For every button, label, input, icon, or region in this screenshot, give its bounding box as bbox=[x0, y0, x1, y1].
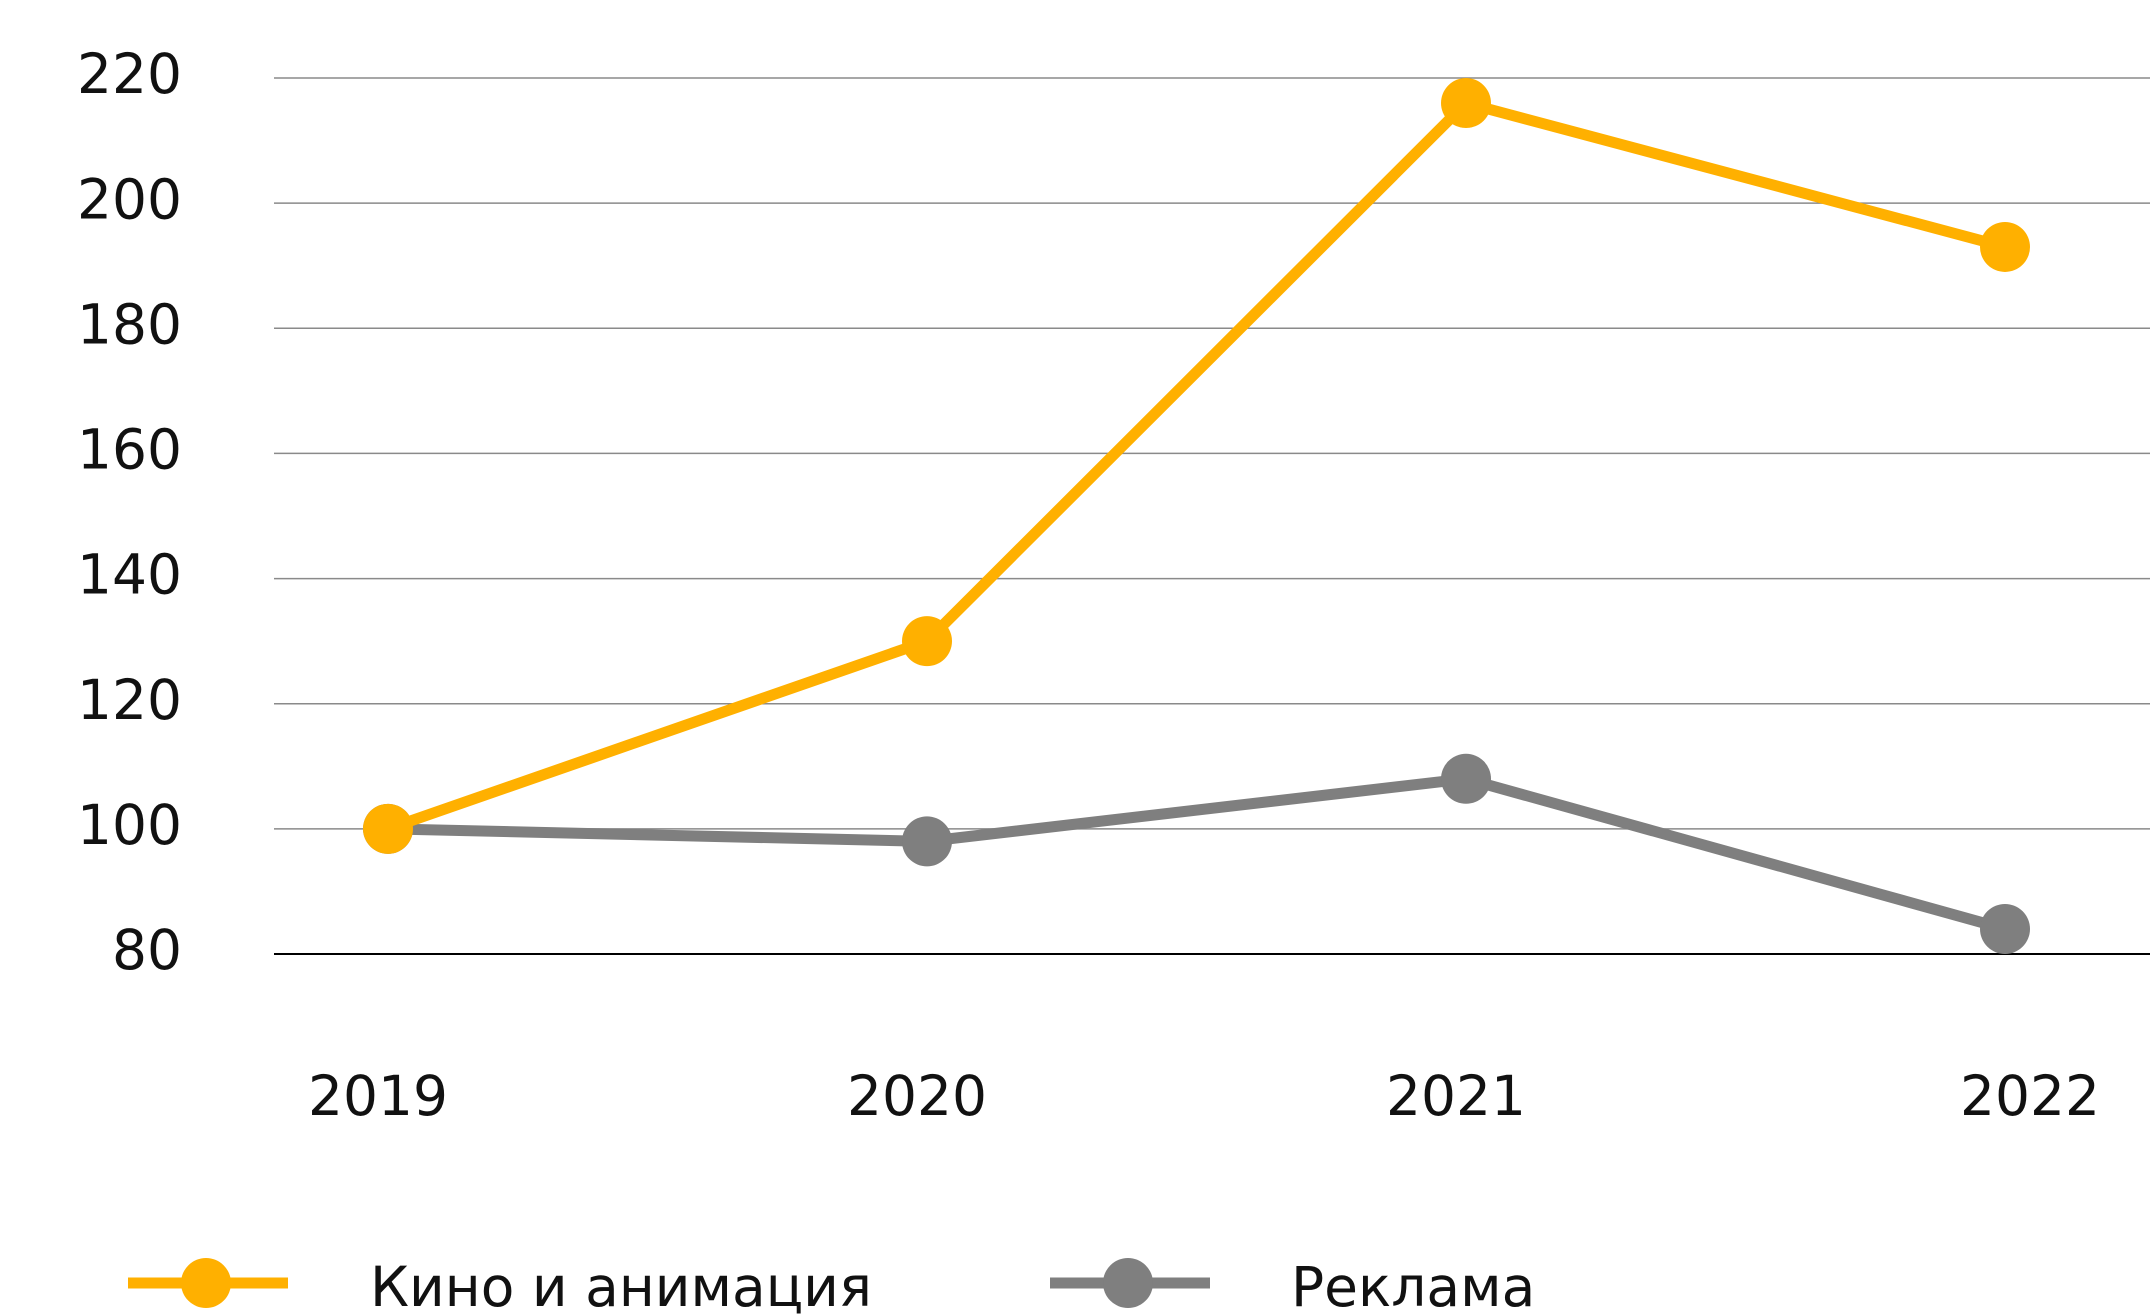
x-tick-label: 2019 bbox=[308, 1064, 448, 1128]
data-point bbox=[363, 803, 413, 854]
legend-label: Кино и анимация bbox=[370, 1255, 872, 1314]
x-tick-label: 2020 bbox=[847, 1064, 987, 1128]
y-tick-label: 180 bbox=[77, 292, 182, 356]
legend-marker bbox=[1103, 1258, 1153, 1308]
y-tick-label: 160 bbox=[77, 418, 182, 482]
y-tick-label: 100 bbox=[77, 793, 182, 857]
legend-marker bbox=[181, 1258, 231, 1308]
data-point bbox=[1441, 753, 1491, 804]
data-point bbox=[1980, 221, 2030, 272]
x-tick-label: 2021 bbox=[1386, 1064, 1526, 1128]
series-line bbox=[386, 97, 2007, 835]
y-tick-label: 220 bbox=[77, 42, 182, 106]
data-point bbox=[1441, 78, 1491, 129]
x-tick-label: 2022 bbox=[1960, 1064, 2100, 1128]
data-point bbox=[1980, 903, 2030, 954]
y-tick-label: 80 bbox=[112, 918, 182, 982]
y-tick-label: 120 bbox=[77, 668, 182, 732]
y-tick-label: 200 bbox=[77, 167, 182, 231]
data-point bbox=[902, 816, 952, 867]
data-point bbox=[902, 616, 952, 667]
series-line bbox=[387, 773, 2007, 935]
y-tick-label: 140 bbox=[77, 543, 182, 607]
legend-label: Реклама bbox=[1291, 1255, 1535, 1314]
